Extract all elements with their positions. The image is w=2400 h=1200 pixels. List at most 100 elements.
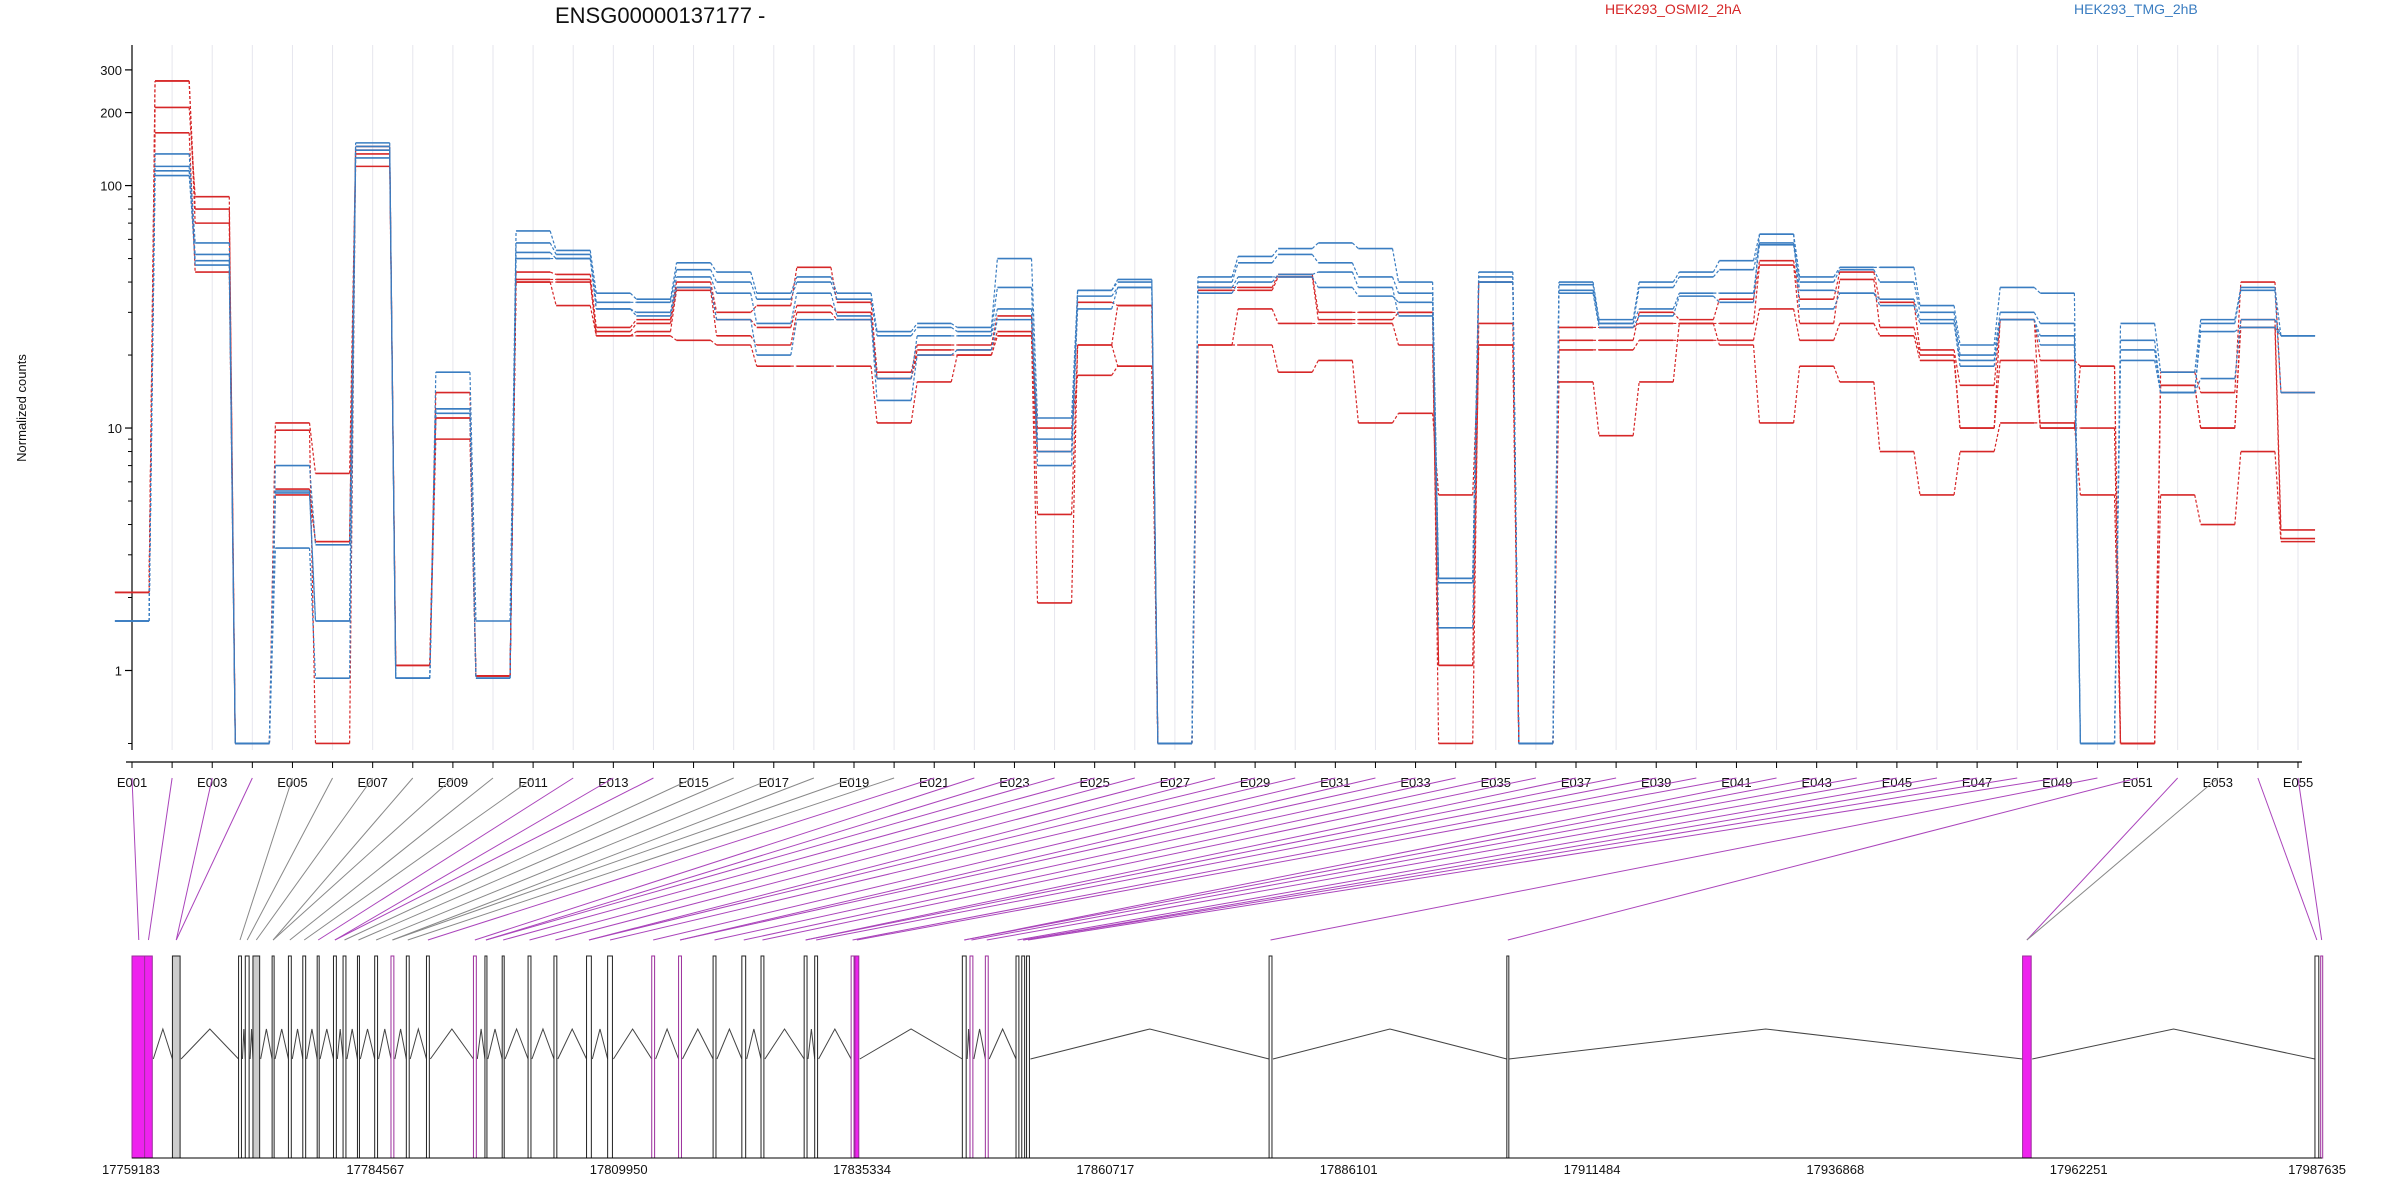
exon-connector bbox=[986, 777, 1897, 941]
intron bbox=[1508, 1028, 2023, 1060]
exon-connector bbox=[964, 777, 1817, 941]
x-tick-label: E021 bbox=[919, 775, 949, 790]
gene-exon bbox=[472, 955, 477, 1159]
gene-exon bbox=[814, 955, 819, 1159]
exon-connector bbox=[427, 777, 935, 941]
intron bbox=[682, 1027, 714, 1060]
x-tick-label: E015 bbox=[678, 775, 708, 790]
gene-exon bbox=[425, 955, 430, 1159]
intron bbox=[764, 1028, 805, 1060]
gene-exon bbox=[527, 955, 532, 1159]
x-tick-label: E041 bbox=[1721, 775, 1751, 790]
gene-exon bbox=[131, 955, 147, 1159]
exon-connector bbox=[289, 777, 494, 941]
gene-exon bbox=[332, 955, 337, 1159]
exon-connector bbox=[609, 777, 1296, 941]
intron bbox=[1272, 1028, 1507, 1060]
gene-exon bbox=[984, 955, 989, 1159]
exon-connector bbox=[392, 777, 855, 941]
gene-exon bbox=[1506, 955, 1510, 1159]
series-step-3 bbox=[148, 132, 2282, 744]
intron bbox=[2032, 1028, 2316, 1060]
gene-exon bbox=[1021, 955, 1026, 1159]
exon-connector bbox=[2257, 777, 2318, 941]
gene-exon bbox=[586, 955, 592, 1159]
gene-exon bbox=[2022, 955, 2032, 1159]
exon-connector bbox=[239, 777, 293, 941]
exon-connector bbox=[805, 777, 1577, 941]
x-tick-label: E031 bbox=[1320, 775, 1350, 790]
intron bbox=[394, 1028, 407, 1060]
gene-exon bbox=[1026, 955, 1030, 1159]
x-tick-label: E023 bbox=[999, 775, 1029, 790]
chart-title: ENSG00000137177 - bbox=[555, 3, 765, 28]
exon-connector bbox=[485, 777, 1015, 941]
exon-connector bbox=[2297, 777, 2323, 941]
intron bbox=[180, 1028, 239, 1060]
x-tick-label: E029 bbox=[1240, 775, 1270, 790]
exon-connector bbox=[1027, 777, 2058, 941]
exon-connector bbox=[762, 777, 1536, 941]
exon-connector bbox=[175, 777, 213, 941]
intron bbox=[746, 1028, 762, 1060]
intron bbox=[859, 1028, 963, 1060]
exon-connector bbox=[407, 777, 895, 941]
y-tick-label: 1 bbox=[115, 663, 122, 678]
exon-connector bbox=[375, 777, 774, 941]
gene-exon bbox=[287, 955, 292, 1159]
genome-tick-label: 17784567 bbox=[346, 1162, 404, 1177]
exon-connector bbox=[588, 777, 1256, 941]
y-tick-label: 300 bbox=[100, 63, 122, 78]
intron bbox=[429, 1028, 474, 1060]
genome-tick-label: 17835334 bbox=[833, 1162, 891, 1177]
exon-connector bbox=[255, 777, 374, 941]
gene-exon bbox=[961, 955, 967, 1159]
gene-exon bbox=[252, 955, 261, 1159]
gene-exon bbox=[760, 955, 765, 1159]
gene-exon bbox=[374, 955, 379, 1159]
exon-connector bbox=[334, 777, 654, 941]
exon-connector bbox=[358, 777, 734, 941]
intron bbox=[655, 1027, 680, 1060]
gene-exon bbox=[741, 955, 747, 1159]
gene-exon bbox=[607, 955, 613, 1159]
gene-exon bbox=[850, 955, 855, 1159]
intron bbox=[359, 1028, 376, 1060]
gene-exon bbox=[803, 955, 808, 1159]
x-tick-label: E033 bbox=[1400, 775, 1430, 790]
exon-connector bbox=[272, 777, 414, 941]
legend-tmg: HEK293_TMG_2hB bbox=[2074, 1, 2198, 17]
exon-connector bbox=[1507, 777, 2138, 941]
exon-connector bbox=[856, 777, 1737, 941]
gene-model: 17759183 17784567 17809950 17835334 17860717… bbox=[102, 955, 2346, 1177]
genome-tick-label: 17860717 bbox=[1076, 1162, 1134, 1177]
y-tick-label: 100 bbox=[100, 179, 122, 194]
gene-exon bbox=[171, 955, 181, 1159]
exon-connector bbox=[485, 777, 1055, 941]
series-lines bbox=[114, 80, 2316, 745]
genome-tick-label: 17809950 bbox=[590, 1162, 648, 1177]
x-tick-label: E035 bbox=[1481, 775, 1511, 790]
exon-connector bbox=[1270, 777, 2098, 941]
exon-connector bbox=[246, 777, 333, 941]
intron bbox=[818, 1027, 852, 1060]
exon-connector bbox=[971, 777, 1857, 941]
intron bbox=[152, 1027, 173, 1060]
exon-connector bbox=[2026, 777, 2179, 941]
exon-connector bbox=[852, 777, 1697, 941]
exon-connector bbox=[303, 777, 534, 941]
intron bbox=[504, 1027, 529, 1060]
y-tick-label: 200 bbox=[100, 106, 122, 121]
gene-exon bbox=[390, 955, 395, 1159]
genome-tick-label: 17886101 bbox=[1320, 1162, 1378, 1177]
exon-connector bbox=[1017, 777, 1938, 941]
gene-exon bbox=[356, 955, 360, 1159]
gene-exon bbox=[1015, 955, 1020, 1159]
intron bbox=[336, 1028, 344, 1060]
intron bbox=[346, 1028, 358, 1060]
gene-exon bbox=[553, 955, 558, 1159]
intron bbox=[716, 1027, 743, 1060]
x-tick-label: E019 bbox=[839, 775, 869, 790]
x-tick-label: E013 bbox=[598, 775, 628, 790]
intron bbox=[531, 1027, 555, 1060]
